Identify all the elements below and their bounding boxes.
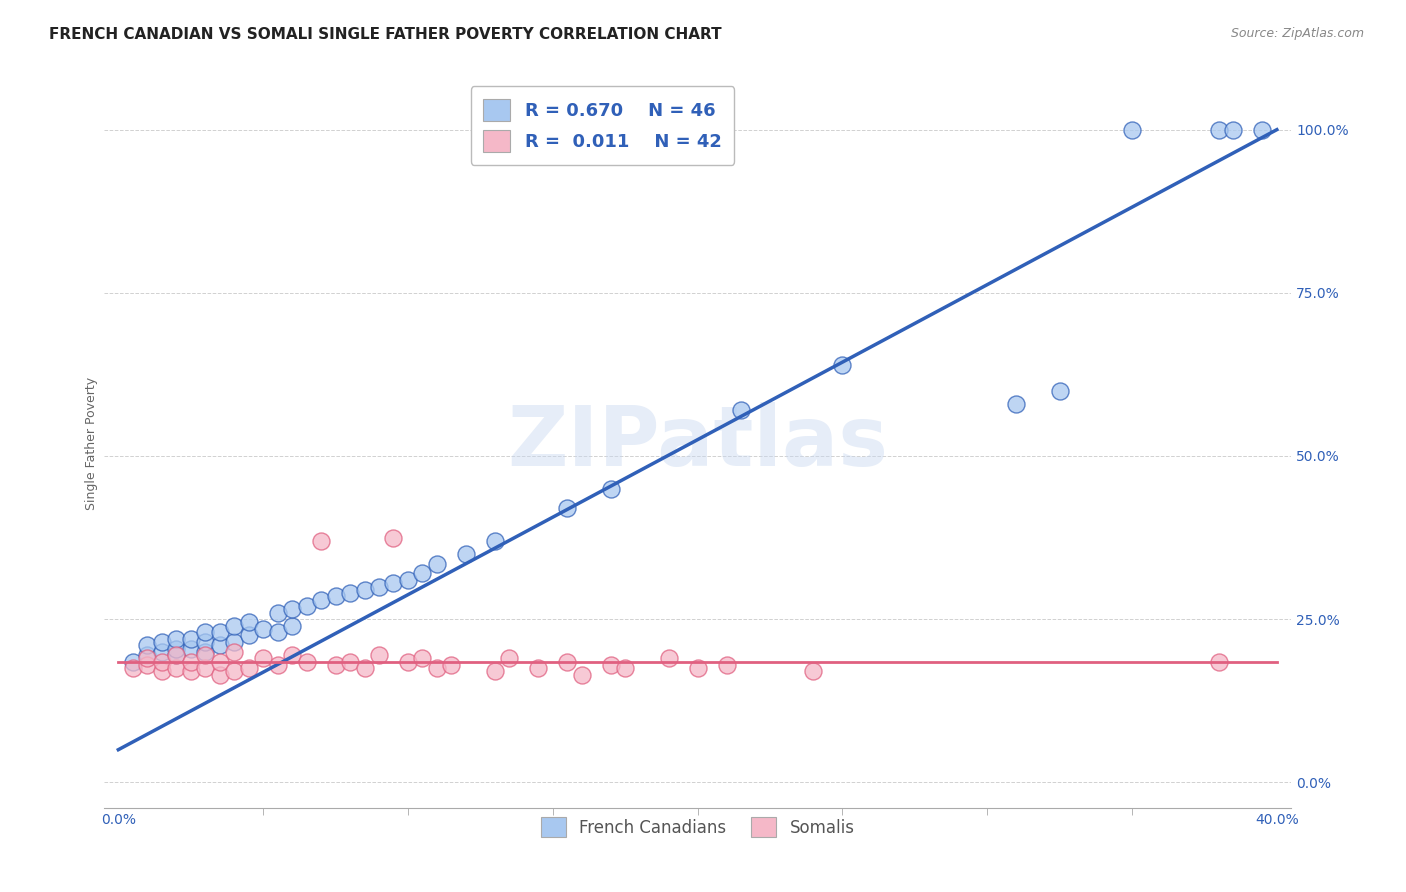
Point <box>309 533 332 548</box>
Point <box>353 582 375 597</box>
Point <box>571 667 593 681</box>
Point <box>831 358 853 372</box>
Point <box>238 615 260 630</box>
Point <box>396 655 419 669</box>
Point <box>194 635 217 649</box>
Point <box>136 657 159 672</box>
Point <box>396 573 419 587</box>
Point <box>368 648 391 662</box>
Point <box>224 665 246 679</box>
Point <box>426 557 449 571</box>
Point <box>411 566 433 581</box>
Text: FRENCH CANADIAN VS SOMALI SINGLE FATHER POVERTY CORRELATION CHART: FRENCH CANADIAN VS SOMALI SINGLE FATHER … <box>49 27 721 42</box>
Point <box>150 665 173 679</box>
Point <box>238 628 260 642</box>
Point <box>194 661 217 675</box>
Point <box>658 651 681 665</box>
Point <box>454 547 477 561</box>
Point <box>599 482 621 496</box>
Point <box>208 638 231 652</box>
Point <box>165 648 187 662</box>
Point <box>252 622 274 636</box>
Point <box>498 651 520 665</box>
Point <box>730 403 752 417</box>
Point <box>325 657 347 672</box>
Point <box>1049 384 1071 398</box>
Text: ZIPatlas: ZIPatlas <box>508 402 889 483</box>
Point <box>686 661 709 675</box>
Point <box>295 599 318 613</box>
Point <box>150 655 173 669</box>
Point <box>121 655 143 669</box>
Point <box>266 657 288 672</box>
Point <box>484 533 506 548</box>
Point <box>1005 397 1028 411</box>
Point <box>180 655 202 669</box>
Text: Source: ZipAtlas.com: Source: ZipAtlas.com <box>1230 27 1364 40</box>
Point <box>309 592 332 607</box>
Point <box>165 661 187 675</box>
Point <box>325 590 347 604</box>
Point <box>224 645 246 659</box>
Point <box>194 645 217 659</box>
Point <box>266 625 288 640</box>
Point <box>194 648 217 662</box>
Point <box>180 641 202 656</box>
Point <box>208 667 231 681</box>
Point <box>339 586 361 600</box>
Point <box>382 576 405 591</box>
Point <box>165 641 187 656</box>
Y-axis label: Single Father Poverty: Single Father Poverty <box>86 376 98 509</box>
Point <box>224 635 246 649</box>
Point <box>150 635 173 649</box>
Point <box>165 632 187 646</box>
Point <box>353 661 375 675</box>
Point <box>555 501 578 516</box>
Point <box>1121 122 1143 136</box>
Point <box>716 657 738 672</box>
Point <box>281 602 304 616</box>
Point <box>614 661 637 675</box>
Point <box>180 632 202 646</box>
Point <box>426 661 449 675</box>
Point <box>208 625 231 640</box>
Point <box>121 661 143 675</box>
Point <box>136 651 159 665</box>
Point <box>136 648 159 662</box>
Point <box>165 648 187 662</box>
Point <box>555 655 578 669</box>
Point <box>180 665 202 679</box>
Point <box>150 645 173 659</box>
Point <box>1208 122 1230 136</box>
Point <box>208 655 231 669</box>
Point <box>136 638 159 652</box>
Point <box>1222 122 1244 136</box>
Point <box>599 657 621 672</box>
Point <box>368 580 391 594</box>
Point <box>339 655 361 669</box>
Point <box>238 661 260 675</box>
Point <box>803 665 825 679</box>
Point <box>1208 655 1230 669</box>
Point <box>295 655 318 669</box>
Point <box>224 618 246 632</box>
Point <box>281 618 304 632</box>
Point <box>527 661 550 675</box>
Legend: French Canadians, Somalis: French Canadians, Somalis <box>534 810 860 844</box>
Point <box>281 648 304 662</box>
Point <box>411 651 433 665</box>
Point <box>484 665 506 679</box>
Point <box>266 606 288 620</box>
Point <box>440 657 463 672</box>
Point <box>1251 122 1274 136</box>
Point <box>252 651 274 665</box>
Point <box>382 531 405 545</box>
Point <box>194 625 217 640</box>
